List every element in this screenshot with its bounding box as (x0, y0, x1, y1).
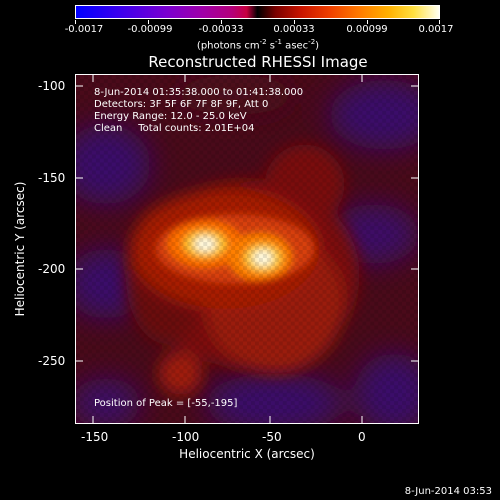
colorbar-tick (148, 20, 149, 24)
colorbar-tick (75, 20, 76, 24)
plot-title: Reconstructed RHESSI Image (148, 53, 368, 71)
x-tick-label: 0 (358, 430, 366, 444)
colorbar-gradient (75, 5, 440, 19)
annotation-clean: Clean Total counts: 2.01E+04 (94, 123, 255, 134)
y-tick-label: -250 (38, 354, 66, 368)
y-tick-label: -200 (38, 262, 66, 276)
colorbar-label: -0.00099 (127, 24, 173, 35)
plot-timestamp: 8-Jun-2014 03:53 (404, 486, 492, 497)
annotation-time-range: 8-Jun-2014 01:35:38.000 to 01:41:38.000 (94, 87, 304, 98)
x-tick-label: -50 (262, 430, 282, 444)
x-tick-label: -150 (81, 430, 109, 444)
colorbar-units: (photons cm-2 s-1 asec-2) (196, 38, 320, 52)
y-axis-title: Heliocentric Y (arcsec) (13, 181, 27, 317)
y-tick-label: -150 (38, 171, 66, 185)
colorbar-tick (294, 20, 295, 24)
colorbar-label: 0.00099 (346, 24, 388, 35)
annotation-peak-position: Position of Peak = [-55,-195] (94, 398, 238, 409)
colorbar-label: -0.00033 (198, 24, 244, 35)
colorbar-tick (221, 20, 222, 24)
colorbar-label: 0.00033 (273, 24, 315, 35)
annotation-energy-range: Energy Range: 12.0 - 25.0 keV (94, 111, 247, 122)
colorbar-label: 0.0017 (418, 24, 454, 35)
image-plot: 8-Jun-2014 01:35:38.000 to 01:41:38.000 … (75, 74, 419, 424)
colorbar-label: -0.0017 (64, 24, 104, 35)
y-tick-label: -100 (38, 79, 66, 93)
x-tick-label: -100 (172, 430, 200, 444)
colorbar-tick (439, 20, 440, 24)
annotation-detectors: Detectors: 3F 5F 6F 7F 8F 9F, Att 0 (94, 99, 269, 110)
colorbar-tick (367, 20, 368, 24)
x-axis-title: Heliocentric X (arcsec) (179, 447, 315, 461)
rhessi-image (76, 75, 418, 423)
